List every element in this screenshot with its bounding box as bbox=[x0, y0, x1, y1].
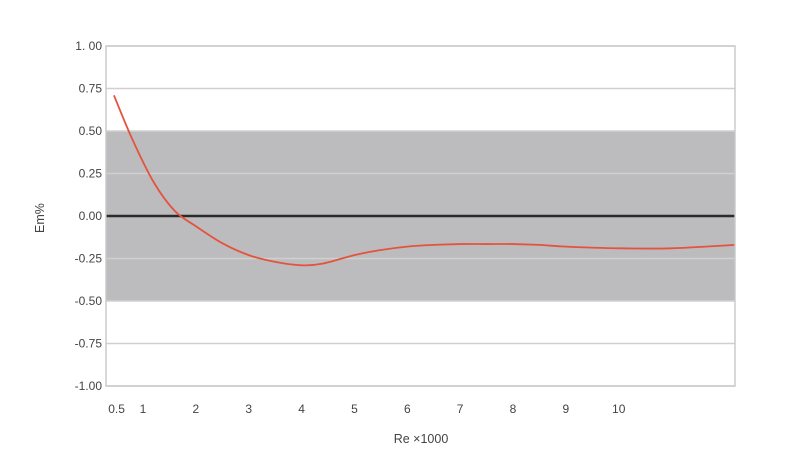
y-tick-label: 0.50 bbox=[79, 124, 103, 138]
series-layer bbox=[113, 94, 736, 267]
x-axis-label: Re ×1000 bbox=[394, 432, 449, 446]
y-tick-label: 0.00 bbox=[79, 209, 103, 223]
y-tick-label: 1. 00 bbox=[75, 39, 102, 53]
x-tick-label: 10 bbox=[612, 402, 626, 416]
plot-border bbox=[105, 45, 736, 387]
x-tick-label: 1 bbox=[140, 402, 147, 416]
x-tick-label: 0.5 bbox=[108, 402, 125, 416]
x-tick-label: 9 bbox=[563, 402, 570, 416]
plot-frame bbox=[105, 45, 736, 387]
x-tick-label: 8 bbox=[510, 402, 517, 416]
y-tick-label: -1.00 bbox=[75, 379, 103, 393]
y-tick-label: -0.50 bbox=[75, 294, 103, 308]
y-tick-labels: 1. 00 0.75 0.50 0.25 0.00 -0.25 -0.50 -0.75 -1.0… bbox=[75, 39, 103, 393]
series-line bbox=[113, 94, 736, 267]
y-tick-label: -0.25 bbox=[75, 252, 103, 266]
y-tick-label: 0.75 bbox=[79, 82, 103, 96]
y-tick-label: -0.75 bbox=[75, 337, 103, 351]
x-tick-label: 7 bbox=[457, 402, 464, 416]
x-tick-label: 2 bbox=[193, 402, 200, 416]
x-tick-label: 4 bbox=[298, 402, 305, 416]
x-tick-label: 6 bbox=[404, 402, 411, 416]
y-axis-label: Em% bbox=[33, 203, 47, 233]
x-tick-label: 5 bbox=[351, 402, 358, 416]
y-tick-label: 0.25 bbox=[79, 167, 103, 181]
x-tick-label: 3 bbox=[245, 402, 252, 416]
x-tick-labels: 0.5 1 2 3 4 5 6 7 8 9 10 bbox=[108, 402, 625, 416]
